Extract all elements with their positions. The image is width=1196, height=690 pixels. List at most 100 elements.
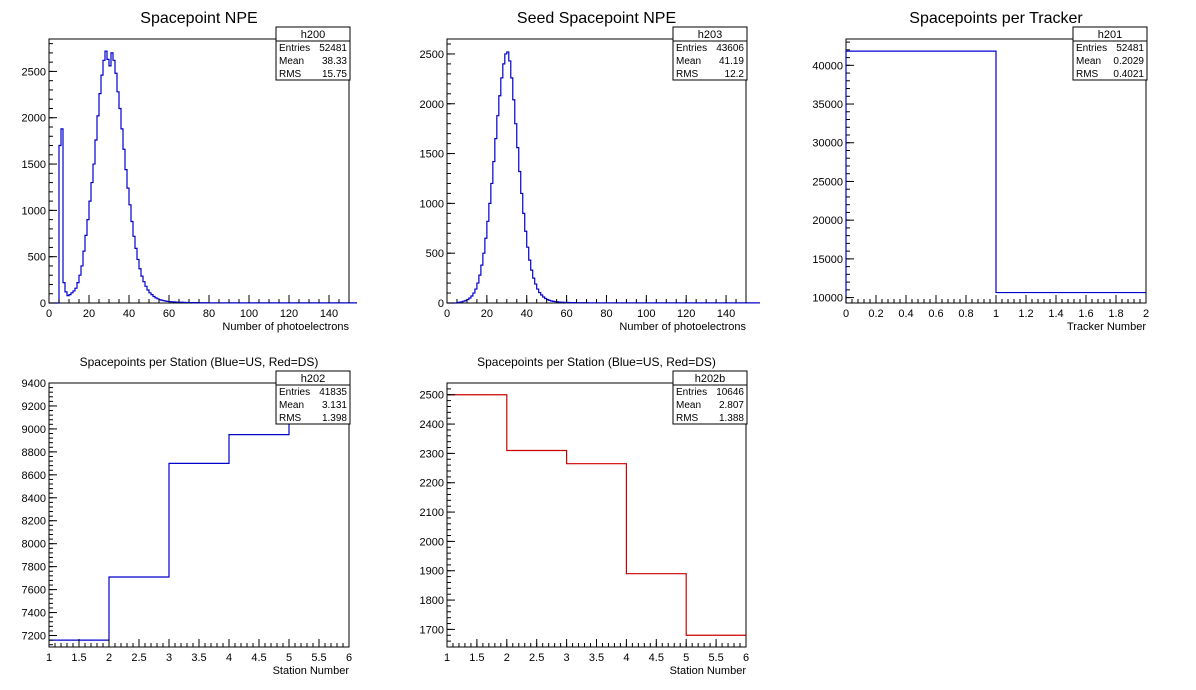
stats-value: 38.33 bbox=[322, 56, 347, 67]
x-tick-label: 1 bbox=[444, 652, 450, 664]
y-tick-label: 8400 bbox=[22, 493, 46, 505]
stats-box: h203 Entries 43606 Mean 41.19 RMS 12.2 bbox=[672, 26, 748, 81]
y-tick-label: 1000 bbox=[420, 198, 444, 210]
x-tick-label: 3.5 bbox=[589, 652, 604, 664]
y-tick-label: 2500 bbox=[420, 49, 444, 61]
x-tick-label: 6 bbox=[346, 652, 352, 664]
stats-name: h202 bbox=[301, 373, 325, 385]
x-tick-label: 20 bbox=[83, 308, 95, 320]
x-tick-label: 120 bbox=[677, 308, 695, 320]
stats-label: Entries bbox=[676, 387, 707, 398]
y-tick-label: 2000 bbox=[22, 113, 46, 125]
x-axis-label: Number of photoelectrons bbox=[619, 321, 746, 333]
y-tick-label: 2100 bbox=[420, 507, 444, 519]
y-tick-label: 7800 bbox=[22, 562, 46, 574]
x-tick-label: 4.5 bbox=[649, 652, 664, 664]
stats-value: 52481 bbox=[1116, 43, 1144, 54]
x-tick-label: 0 bbox=[843, 308, 849, 320]
x-tick-label: 4 bbox=[226, 652, 232, 664]
x-tick-label: 5 bbox=[286, 652, 292, 664]
y-tick-label: 1700 bbox=[420, 624, 444, 636]
x-tick-label: 0.6 bbox=[928, 308, 943, 320]
x-tick-label: 40 bbox=[521, 308, 533, 320]
stats-name: h203 bbox=[698, 29, 722, 41]
x-tick-label: 4.5 bbox=[251, 652, 266, 664]
x-tick-label: 0.2 bbox=[868, 308, 883, 320]
y-tick-label: 10000 bbox=[812, 293, 843, 305]
x-tick-label: 1.8 bbox=[1108, 308, 1123, 320]
stats-value: 12.2 bbox=[725, 69, 745, 80]
stats-label: RMS bbox=[279, 69, 302, 80]
x-tick-label: 80 bbox=[600, 308, 612, 320]
x-axis-label: Station Number bbox=[670, 665, 747, 677]
stats-value: 41.19 bbox=[719, 56, 744, 67]
stats-label: Entries bbox=[279, 43, 310, 54]
y-tick-label: 8000 bbox=[22, 539, 46, 551]
stats-value: 41835 bbox=[319, 387, 347, 398]
y-tick-label: 0 bbox=[438, 298, 444, 310]
y-tick-label: 8800 bbox=[22, 447, 46, 459]
stats-box: h202b Entries 10646 Mean 2.807 RMS 1.388 bbox=[672, 370, 748, 425]
chart-title: Spacepoints per Tracker bbox=[909, 10, 1083, 27]
stats-value: 2.807 bbox=[719, 400, 744, 411]
y-tick-label: 1900 bbox=[420, 566, 444, 578]
x-tick-label: 0.4 bbox=[898, 308, 913, 320]
stats-box-frame bbox=[275, 370, 351, 425]
stats-label: Mean bbox=[279, 400, 304, 411]
x-tick-label: 140 bbox=[320, 308, 338, 320]
y-tick-label: 8200 bbox=[22, 516, 46, 528]
stats-box: h202 Entries 41835 Mean 3.131 RMS 1.398 bbox=[275, 370, 351, 425]
y-tick-label: 25000 bbox=[812, 176, 843, 188]
x-tick-label: 3 bbox=[564, 652, 570, 664]
x-tick-label: 2 bbox=[504, 652, 510, 664]
y-tick-label: 0 bbox=[40, 298, 46, 310]
x-tick-label: 60 bbox=[163, 308, 175, 320]
stats-label: Mean bbox=[676, 400, 701, 411]
x-tick-label: 1.5 bbox=[469, 652, 484, 664]
x-axis-label: Tracker Number bbox=[1067, 321, 1146, 333]
x-tick-label: 20 bbox=[481, 308, 493, 320]
x-tick-label: 5 bbox=[683, 652, 689, 664]
x-tick-label: 1.6 bbox=[1078, 308, 1093, 320]
x-tick-label: 6 bbox=[743, 652, 749, 664]
x-tick-label: 40 bbox=[123, 308, 135, 320]
x-tick-label: 1.4 bbox=[1048, 308, 1063, 320]
y-tick-label: 15000 bbox=[812, 254, 843, 266]
histogram-panel-1: Seed Spacepoint NPE 0 20 40 60 80 100 120 140 0 50… bbox=[420, 10, 760, 333]
stats-label: Mean bbox=[1076, 56, 1101, 67]
stats-box-frame bbox=[672, 26, 748, 81]
x-tick-label: 60 bbox=[560, 308, 572, 320]
x-tick-label: 2 bbox=[1143, 308, 1149, 320]
stats-box-frame bbox=[672, 370, 748, 425]
y-tick-label: 1000 bbox=[22, 205, 46, 217]
y-tick-label: 2000 bbox=[420, 99, 444, 111]
x-tick-label: 80 bbox=[203, 308, 215, 320]
stats-name: h202b bbox=[695, 373, 726, 385]
stats-value: 1.398 bbox=[322, 413, 347, 424]
y-tick-label: 2000 bbox=[420, 536, 444, 548]
stats-name: h201 bbox=[1098, 29, 1122, 41]
histogram-line bbox=[49, 393, 349, 641]
x-tick-label: 2.5 bbox=[529, 652, 544, 664]
y-tick-label: 35000 bbox=[812, 99, 843, 111]
x-tick-label: 100 bbox=[240, 308, 258, 320]
histogram-line bbox=[845, 50, 1146, 303]
stats-box-frame bbox=[1072, 26, 1148, 81]
stats-label: RMS bbox=[279, 413, 302, 424]
x-tick-label: 5.5 bbox=[708, 652, 723, 664]
y-tick-label: 2200 bbox=[420, 478, 444, 490]
x-tick-label: 120 bbox=[280, 308, 298, 320]
chart-title: Spacepoint NPE bbox=[140, 10, 257, 27]
x-tick-label: 2 bbox=[106, 652, 112, 664]
stats-label: RMS bbox=[676, 69, 699, 80]
stats-box-frame bbox=[275, 26, 351, 81]
chart-title: Spacepoints per Station (Blue=US, Red=DS… bbox=[477, 355, 716, 369]
histogram-line bbox=[447, 394, 746, 636]
y-tick-label: 2400 bbox=[420, 419, 444, 431]
y-tick-label: 500 bbox=[426, 248, 444, 260]
y-tick-label: 500 bbox=[28, 252, 46, 264]
chart-title: Seed Spacepoint NPE bbox=[517, 10, 676, 27]
histogram-panel-4: Spacepoints per Station (Blue=US, Red=DS… bbox=[420, 355, 750, 677]
x-tick-label: 100 bbox=[637, 308, 655, 320]
y-tick-label: 2500 bbox=[22, 66, 46, 78]
